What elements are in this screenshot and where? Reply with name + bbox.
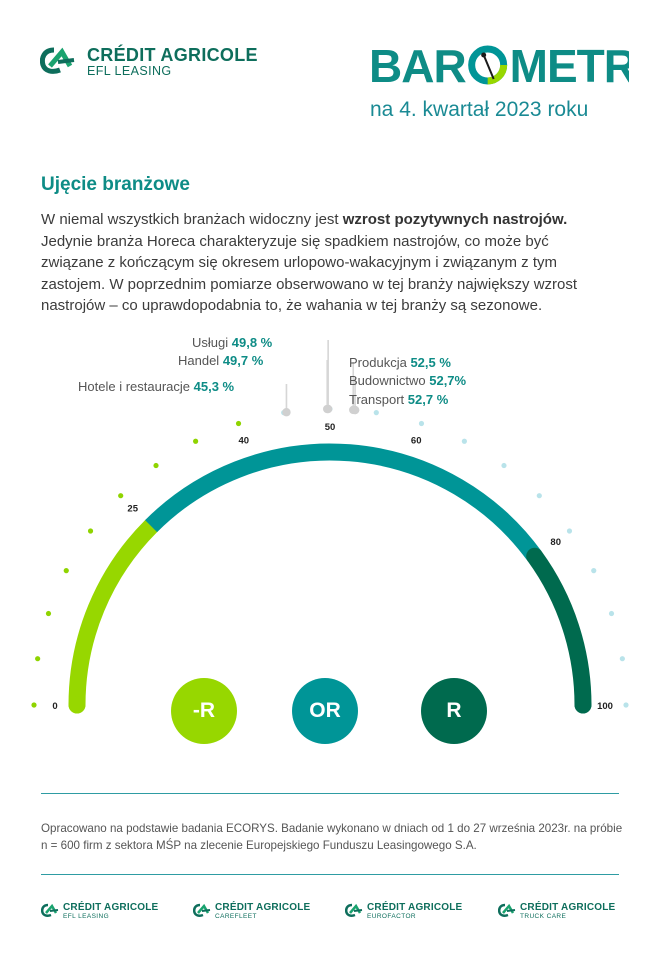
report-title: BAR METR bbox=[369, 40, 629, 92]
callout-pin-dot bbox=[282, 408, 291, 417]
section-title: Ujęcie branżowe bbox=[41, 174, 190, 195]
credit-agricole-logo-icon bbox=[41, 903, 59, 917]
paragraph-rest: Jedynie branża Horeca charakteryzuje się… bbox=[41, 232, 578, 315]
gauge-tick-label: 100 bbox=[597, 701, 613, 712]
callout-budownictwo: Budownictwo 52,7% bbox=[349, 373, 467, 388]
gauge-dot bbox=[153, 462, 159, 469]
gauge-cap-start bbox=[68, 696, 86, 714]
footer-divider-top bbox=[41, 793, 619, 794]
gauge-dot bbox=[418, 420, 425, 427]
gauge-tick-label: 50 bbox=[325, 422, 336, 433]
gauge-dot bbox=[619, 656, 625, 662]
gauge-tick-label: 80 bbox=[550, 537, 561, 548]
gauge-dot bbox=[566, 528, 573, 534]
callout-transport: Transport 52,7 % bbox=[349, 392, 449, 407]
credit-agricole-logo-icon bbox=[193, 903, 211, 917]
gauge-dot bbox=[193, 438, 199, 444]
gauge-dot bbox=[118, 493, 124, 499]
gauge-tick-label: 40 bbox=[238, 436, 249, 447]
title-gauge-o-accent bbox=[487, 64, 508, 85]
credit-agricole-logo-icon bbox=[40, 47, 75, 74]
report-title-text: BAR METR bbox=[369, 40, 629, 92]
gauge-zone-arc-0 bbox=[68, 517, 160, 714]
source-note: Opracowano na podstawie badania ECORYS. … bbox=[41, 822, 623, 852]
paragraph-lead: W niemal wszystkich branżach widoczny je… bbox=[41, 211, 343, 228]
title-part-before: BAR bbox=[369, 40, 466, 92]
credit-agricole-logo-icon bbox=[345, 903, 363, 917]
gauge-tick-label: 0 bbox=[52, 701, 57, 712]
gauge-dot bbox=[35, 656, 41, 662]
gauge-dot bbox=[87, 528, 94, 534]
gauge-tick-label: 60 bbox=[411, 436, 422, 447]
footer-divider-bottom bbox=[41, 874, 619, 875]
title-gauge-needle bbox=[482, 54, 495, 80]
callout-pin-dot bbox=[323, 404, 332, 414]
callout-uslugi: Usługi 49,8 % bbox=[192, 335, 273, 350]
brand-name: CRÉDIT AGRICOLE bbox=[87, 45, 258, 65]
title-part-after: METR bbox=[510, 40, 629, 92]
zone-or-badge: OR bbox=[292, 678, 358, 744]
sentiment-gauge: 0 25 40 50 60 80 100 bbox=[31, 340, 629, 714]
paragraph-bold: wzrost pozytywnych nastrojów. bbox=[342, 211, 568, 228]
gauge-dot bbox=[63, 568, 69, 574]
callout-hotele: Hotele i restauracje 45,3 % bbox=[78, 379, 235, 394]
gauge-dot bbox=[591, 568, 597, 574]
gauge-cap-end bbox=[574, 696, 592, 714]
credit-agricole-logo-icon bbox=[498, 903, 516, 917]
gauge-tick-label: 25 bbox=[127, 504, 138, 515]
gauge-dot bbox=[235, 420, 242, 427]
callout-produkcja: Produkcja 52,5 % bbox=[349, 355, 451, 370]
gauge-dot bbox=[623, 702, 629, 708]
gauge-zone-arcs bbox=[68, 443, 592, 714]
callout-handel: Handel 49,7 % bbox=[178, 353, 264, 368]
gauge-callout-pins bbox=[282, 340, 360, 417]
gauge-zone-arc-1 bbox=[145, 443, 542, 562]
title-gauge-hub bbox=[481, 52, 487, 58]
zone-minus-r-badge: -R bbox=[171, 678, 237, 744]
gauge-dot bbox=[45, 610, 52, 617]
gauge-dot bbox=[501, 462, 507, 469]
section-paragraph: W niemal wszystkich branżach widoczny je… bbox=[41, 209, 601, 317]
gauge-dot bbox=[536, 493, 542, 499]
gauge-dot bbox=[608, 610, 615, 617]
gauge-dot bbox=[373, 410, 379, 416]
gauge-dot bbox=[31, 702, 37, 708]
gauge-tick-labels: 0 25 40 50 60 80 100 bbox=[52, 422, 613, 712]
report-period: na 4. kwartał 2023 roku bbox=[370, 98, 589, 121]
brand-division: EFL LEASING bbox=[87, 64, 172, 78]
zone-r-badge: R bbox=[421, 678, 487, 744]
gauge-zone-arc-2 bbox=[526, 547, 592, 714]
callout-pin-dot bbox=[350, 405, 360, 415]
gauge-dot bbox=[461, 438, 467, 444]
